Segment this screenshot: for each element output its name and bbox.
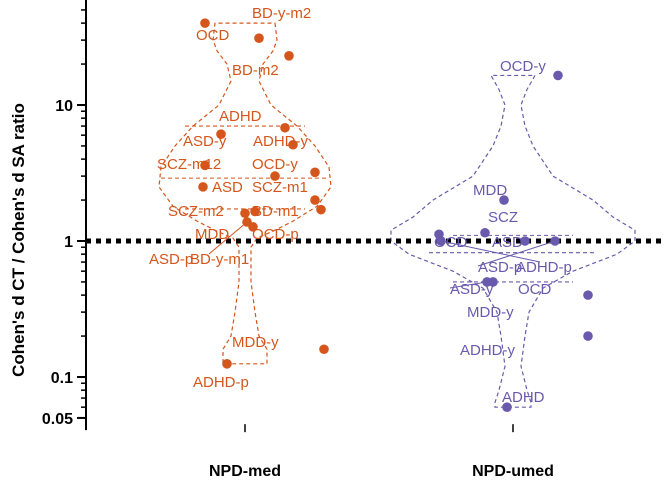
data-point <box>480 227 490 238</box>
label-connector <box>449 281 488 289</box>
data-point <box>216 129 226 139</box>
y-tick-label: 1 <box>64 234 73 251</box>
data-point <box>583 331 593 341</box>
data-point <box>284 51 294 61</box>
data-point <box>254 33 264 43</box>
point-label: OCD-y <box>252 156 298 173</box>
point-label: ADHD-p <box>193 374 249 391</box>
y-tick-label: 0.1 <box>51 370 73 387</box>
point-label: ASD <box>212 179 243 196</box>
y-tick-label: 10 <box>55 98 73 115</box>
data-point <box>502 402 512 412</box>
point-label: ASD-p <box>149 251 193 268</box>
point-label: OCD <box>434 234 468 251</box>
point-label: ADHD <box>502 389 545 406</box>
label-connector <box>477 240 556 267</box>
point-label: OCD <box>518 281 552 298</box>
data-point <box>200 18 210 28</box>
point-label: ASD-y <box>450 281 494 298</box>
data-point <box>280 122 290 133</box>
y-axis-label: Cohen's d CT / Cohen's d SA ratio <box>9 103 28 377</box>
point-label: ADHD <box>219 108 262 125</box>
data-point <box>550 236 560 246</box>
point-label: ASD <box>492 234 523 251</box>
data-point <box>198 182 208 192</box>
data-point <box>436 236 446 246</box>
data-point <box>248 222 258 232</box>
point-label: BD-m1 <box>252 203 299 220</box>
data-point <box>310 167 320 178</box>
x-tick-label: NPD-med <box>209 463 281 480</box>
data-point <box>553 70 563 81</box>
point-label: SCZ-m12 <box>157 156 221 173</box>
data-point <box>200 160 210 171</box>
point-label: MDD <box>195 226 229 243</box>
data-point <box>240 208 250 219</box>
point-label: MDD-y <box>232 334 279 351</box>
point-label: OCD-y <box>500 58 546 75</box>
point-label: ADHD-y <box>253 133 308 150</box>
data-point <box>222 359 232 369</box>
point-label: BD-y-m1 <box>190 251 249 268</box>
data-point <box>583 290 593 300</box>
data-point <box>310 195 320 205</box>
point-label: ADHD-y <box>460 342 515 359</box>
violin-npd-med <box>158 22 332 365</box>
point-label: MDD-y <box>467 304 514 321</box>
point-label: OCD <box>196 27 230 44</box>
y-tick-label: 0.05 <box>42 411 73 428</box>
data-point <box>520 236 530 246</box>
point-label: MDD <box>473 182 507 199</box>
data-point <box>270 171 280 181</box>
data-point <box>488 277 498 287</box>
x-tick-label: NPD-umed <box>472 463 554 480</box>
data-point <box>319 344 329 355</box>
data-point <box>288 139 298 150</box>
violin-npd-umed <box>390 74 636 408</box>
point-label: SCZ-m2 <box>168 203 224 220</box>
point-label: ASD-y <box>183 133 227 150</box>
point-label: ASD-p <box>478 259 522 276</box>
data-point <box>250 206 260 217</box>
data-point <box>316 204 326 215</box>
point-label: ADHD-p <box>516 259 572 276</box>
label-connector <box>208 221 248 255</box>
data-point <box>499 195 509 205</box>
label-connector <box>440 240 541 263</box>
point-label: BD-y-m2 <box>252 5 311 22</box>
point-label: SCZ <box>488 209 518 226</box>
point-label: OCD-p <box>252 226 299 243</box>
point-label: SCZ-m1 <box>252 179 308 196</box>
point-label: BD-m2 <box>232 62 279 79</box>
